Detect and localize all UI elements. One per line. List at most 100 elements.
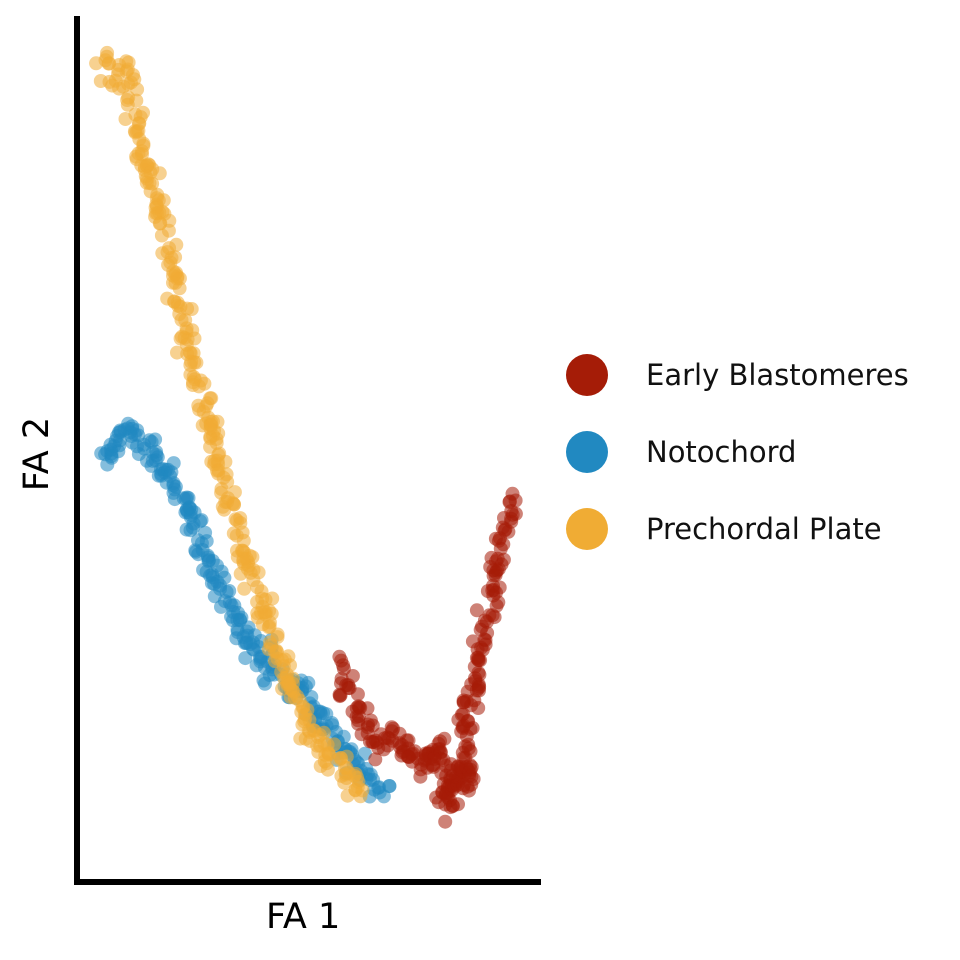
point-prechordal-plate: [116, 79, 131, 94]
point-early-blastomeres: [451, 797, 465, 812]
point-prechordal-plate: [320, 762, 335, 777]
point-prechordal-plate: [233, 516, 248, 530]
point-notochord: [150, 450, 165, 465]
point-notochord: [372, 780, 387, 795]
point-prechordal-plate: [89, 56, 104, 71]
point-notochord: [127, 427, 142, 442]
point-early-blastomeres: [465, 721, 480, 735]
point-notochord: [198, 525, 213, 540]
point-early-blastomeres: [469, 603, 484, 618]
point-notochord: [148, 432, 163, 447]
point-notochord: [113, 433, 127, 448]
point-early-blastomeres: [413, 762, 428, 777]
point-prechordal-plate: [227, 485, 242, 500]
point-prechordal-plate: [172, 307, 187, 321]
point-prechordal-plate: [155, 204, 170, 219]
point-early-blastomeres: [334, 653, 349, 668]
point-prechordal-plate: [166, 268, 180, 283]
point-early-blastomeres: [350, 687, 365, 702]
point-early-blastomeres: [480, 584, 495, 599]
point-prechordal-plate: [173, 331, 188, 346]
point-notochord: [182, 500, 197, 515]
point-prechordal-plate: [207, 453, 222, 468]
point-early-blastomeres: [469, 683, 484, 698]
point-notochord: [360, 767, 375, 782]
series-prechordal-plate: [89, 45, 370, 804]
point-prechordal-plate: [327, 737, 342, 752]
point-early-blastomeres: [464, 760, 479, 774]
point-notochord: [193, 514, 208, 529]
point-prechordal-plate: [93, 74, 108, 88]
point-prechordal-plate: [227, 497, 241, 512]
legend-label-notochord: Notochord: [646, 435, 797, 469]
legend-marker-prechordal-plate: [566, 508, 608, 550]
point-early-blastomeres: [386, 721, 401, 736]
point-notochord: [357, 746, 372, 761]
point-early-blastomeres: [456, 781, 470, 796]
point-prechordal-plate: [197, 376, 212, 391]
point-prechordal-plate: [199, 399, 213, 414]
point-notochord: [217, 570, 232, 585]
point-early-blastomeres: [459, 694, 474, 709]
point-early-blastomeres: [451, 712, 466, 727]
point-early-blastomeres: [488, 531, 503, 546]
points-layer: [89, 45, 523, 829]
legend-label-prechordal-plate: Prechordal Plate: [646, 512, 882, 546]
point-early-blastomeres: [438, 814, 453, 829]
point-prechordal-plate: [131, 116, 146, 131]
point-prechordal-plate: [149, 191, 164, 206]
point-early-blastomeres: [489, 598, 504, 613]
point-early-blastomeres: [505, 486, 520, 501]
point-prechordal-plate: [100, 45, 115, 60]
point-prechordal-plate: [121, 55, 136, 70]
point-early-blastomeres: [461, 741, 476, 756]
point-prechordal-plate: [316, 725, 331, 740]
legend-marker-notochord: [566, 431, 608, 473]
point-prechordal-plate: [129, 93, 144, 108]
point-notochord: [238, 651, 253, 666]
point-prechordal-plate: [170, 345, 184, 360]
legend-marker-early-blastomeres: [566, 354, 608, 396]
legend-label-early-blastomeres: Early Blastomeres: [646, 358, 909, 392]
point-notochord: [382, 779, 397, 794]
point-prechordal-plate: [240, 561, 255, 576]
point-notochord: [316, 706, 330, 720]
point-prechordal-plate: [262, 619, 277, 634]
point-prechordal-plate: [251, 565, 266, 580]
point-prechordal-plate: [105, 78, 120, 93]
point-prechordal-plate: [301, 723, 316, 738]
x-axis-label: FA 1: [266, 897, 341, 937]
point-prechordal-plate: [101, 56, 116, 71]
point-early-blastomeres: [349, 700, 364, 715]
point-prechordal-plate: [237, 581, 252, 596]
point-early-blastomeres: [368, 752, 383, 767]
point-prechordal-plate: [160, 291, 175, 306]
point-prechordal-plate: [226, 526, 241, 541]
point-prechordal-plate: [263, 638, 278, 653]
point-prechordal-plate: [204, 418, 218, 433]
point-prechordal-plate: [290, 689, 305, 704]
point-notochord: [219, 585, 234, 599]
point-prechordal-plate: [294, 705, 309, 719]
point-prechordal-plate: [185, 378, 200, 392]
point-early-blastomeres: [483, 560, 498, 574]
point-prechordal-plate: [350, 770, 365, 785]
point-prechordal-plate: [216, 470, 231, 485]
series-early-blastomeres: [332, 486, 523, 829]
point-notochord: [304, 690, 319, 704]
point-prechordal-plate: [214, 485, 229, 500]
point-prechordal-plate: [257, 605, 272, 620]
point-notochord: [214, 599, 228, 614]
point-prechordal-plate: [138, 169, 153, 184]
point-early-blastomeres: [480, 626, 495, 640]
series-notochord: [94, 416, 397, 804]
point-prechordal-plate: [184, 354, 199, 369]
point-prechordal-plate: [333, 751, 348, 765]
point-prechordal-plate: [155, 246, 170, 261]
point-prechordal-plate: [215, 499, 230, 514]
point-early-blastomeres: [365, 718, 380, 733]
point-early-blastomeres: [437, 731, 452, 746]
point-prechordal-plate: [154, 228, 169, 243]
y-axis-label: FA 2: [17, 416, 57, 492]
